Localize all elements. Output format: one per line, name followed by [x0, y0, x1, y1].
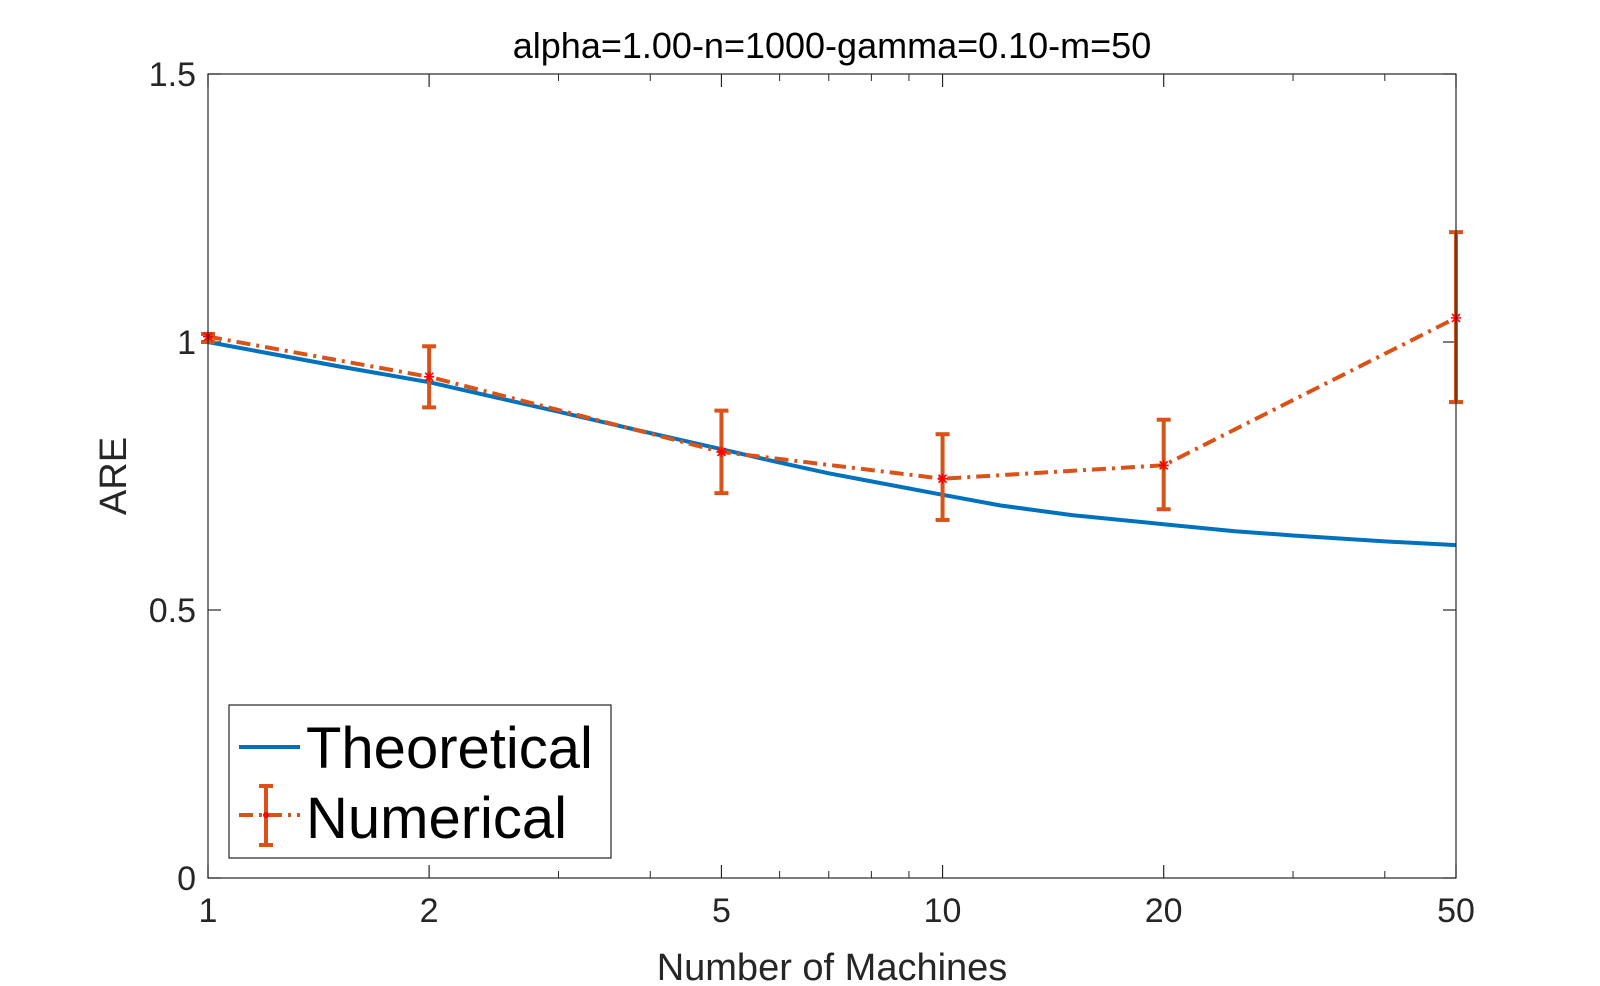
x-tick-label: 2	[420, 892, 439, 930]
data-point-marker	[1158, 460, 1169, 471]
x-tick-label: 10	[924, 892, 962, 930]
y-tick-label: 0	[177, 860, 196, 898]
plot-frame	[207, 73, 1457, 879]
y-tick-label: 1	[177, 324, 196, 362]
y-tick-label: 0.5	[149, 592, 196, 630]
legend-box	[228, 704, 612, 859]
chart-title: alpha=1.00-n=1000-gamma=0.10-m=50	[513, 25, 1151, 66]
x-tick-label: 50	[1437, 892, 1475, 930]
series-line-theoretical	[207, 340, 1457, 548]
y-axis-title: ARE	[93, 437, 135, 515]
y-tick-label: 1.5	[149, 56, 196, 94]
x-tick-label: 5	[712, 892, 731, 930]
legend-label-theoretical: Theoretical	[306, 716, 593, 781]
x-tick-label: 20	[1145, 892, 1183, 930]
x-axis-title: Number of Machines	[657, 947, 1008, 986]
legend-marker-numerical	[263, 812, 269, 818]
x-tick-label: 1	[199, 892, 218, 930]
data-point-marker	[716, 446, 727, 457]
data-point-marker	[937, 473, 948, 484]
series-line-numerical	[207, 316, 1457, 481]
legend: Theoretical Numerical	[228, 704, 612, 859]
legend-label-numerical: Numerical	[306, 786, 567, 851]
data-point-marker	[424, 371, 435, 382]
